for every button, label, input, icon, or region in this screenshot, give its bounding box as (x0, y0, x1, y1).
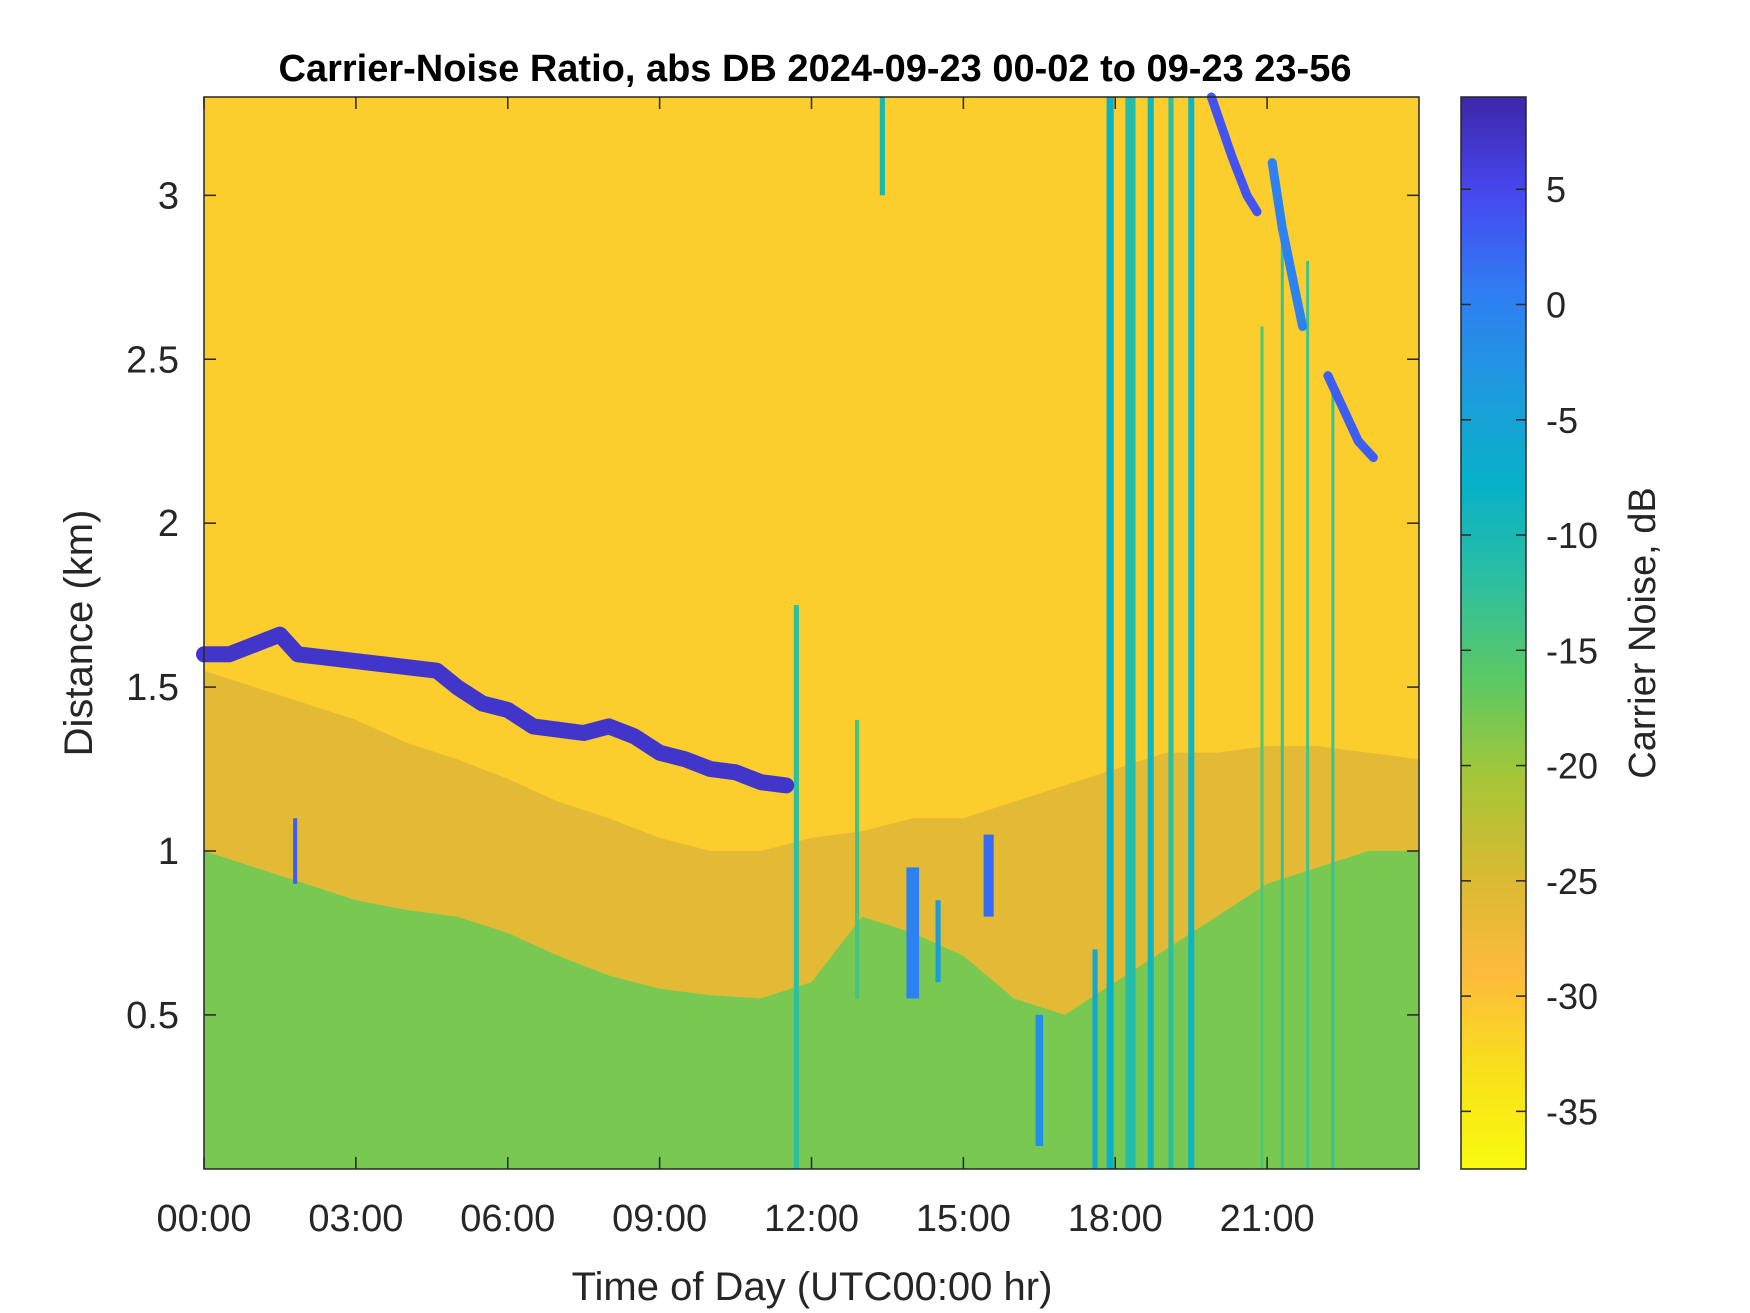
heatmap-column-2 (855, 719, 860, 999)
colorbar-tick-label-6: -25 (1546, 861, 1598, 902)
heatmap-column-16 (1306, 260, 1310, 1169)
heatmap-column-0 (293, 818, 298, 884)
x-axis: 00:00 03:00 06:00 09:00 12:00 15:00 18:00 21:00 (156, 97, 1315, 1240)
colorbar-tick-label-0: 5 (1546, 169, 1566, 210)
plot-area (196, 92, 1420, 1170)
heatmap-column-12 (1168, 97, 1174, 1169)
x-tick-label-0: 00:00 (156, 1198, 251, 1240)
heatmap-column-3 (879, 97, 885, 196)
colorbar-label: Carrier Noise, dB (1622, 487, 1664, 778)
colorbar-gradient (1460, 96, 1527, 1170)
heatmap-streak-0 (1206, 92, 1262, 217)
heatmap-column-8 (1092, 949, 1098, 1169)
chart-title: Carrier-Noise Ratio, abs DB 2024-09-23 0… (279, 48, 1352, 90)
heatmap-streak-1 (1267, 158, 1308, 331)
y-tick-label-0: 0.5 (126, 995, 179, 1037)
y-tick-label-4: 2.5 (126, 339, 179, 381)
colorbar-ticks: 5 0 -5 -10 -15 -20 -25 -30 -35 (1461, 169, 1598, 1132)
heatmap-column-13 (1188, 97, 1195, 1169)
heatmap-layer-1 (204, 851, 1419, 1169)
heatmap-column-14 (1260, 326, 1264, 1169)
heatmap-column-6 (983, 834, 994, 917)
heatmap-cells (196, 92, 1419, 1170)
y-tick-label-2: 1.5 (126, 667, 179, 709)
x-axis-label: Time of Day (UTC00:00 hr) (572, 1265, 1053, 1309)
colorbar-tick-label-1: 0 (1546, 284, 1566, 325)
x-tick-label-7: 21:00 (1220, 1198, 1315, 1240)
colorbar-tick-label-8: -35 (1546, 1091, 1598, 1132)
heatmap-column-7 (1035, 1014, 1044, 1146)
y-tick-label-3: 2 (158, 503, 179, 545)
x-tick-label-6: 18:00 (1068, 1198, 1163, 1240)
heatmap-column-15 (1280, 228, 1284, 1170)
heatmap-column-5 (935, 900, 941, 983)
heatmap-column-1 (793, 605, 799, 1169)
heatmap-streak-2 (1323, 371, 1378, 463)
colorbar-tick-label-4: -15 (1546, 630, 1598, 671)
y-axis-label: Distance (km) (57, 510, 101, 757)
x-tick-label-1: 03:00 (308, 1198, 403, 1240)
colorbar-tick-label-3: -10 (1546, 515, 1598, 556)
heatmap-column-11 (1147, 97, 1154, 1169)
colorbar-tick-label-2: -5 (1546, 400, 1578, 441)
x-tick-label-4: 12:00 (764, 1198, 859, 1240)
heatmap-column-17 (1331, 392, 1335, 1169)
heatmap-column-9 (1106, 97, 1114, 1169)
cloud-base-signal (196, 626, 795, 794)
colorbar-tick-label-5: -20 (1546, 746, 1598, 787)
y-tick-label-5: 3 (158, 175, 179, 217)
heatmap-column-4 (906, 867, 920, 999)
y-axis: 0.5 1 1.5 2 2.5 3 (126, 175, 1419, 1037)
x-tick-label-3: 09:00 (612, 1198, 707, 1240)
colorbar: 5 0 -5 -10 -15 -20 -25 -30 -35 Carrier Noise, dB (1460, 96, 1664, 1170)
x-tick-label-5: 15:00 (916, 1198, 1011, 1240)
heatmap-column-10 (1125, 97, 1136, 1169)
y-tick-label-1: 1 (158, 831, 179, 873)
colorbar-tick-label-7: -30 (1546, 976, 1598, 1017)
x-tick-label-2: 06:00 (460, 1198, 555, 1240)
